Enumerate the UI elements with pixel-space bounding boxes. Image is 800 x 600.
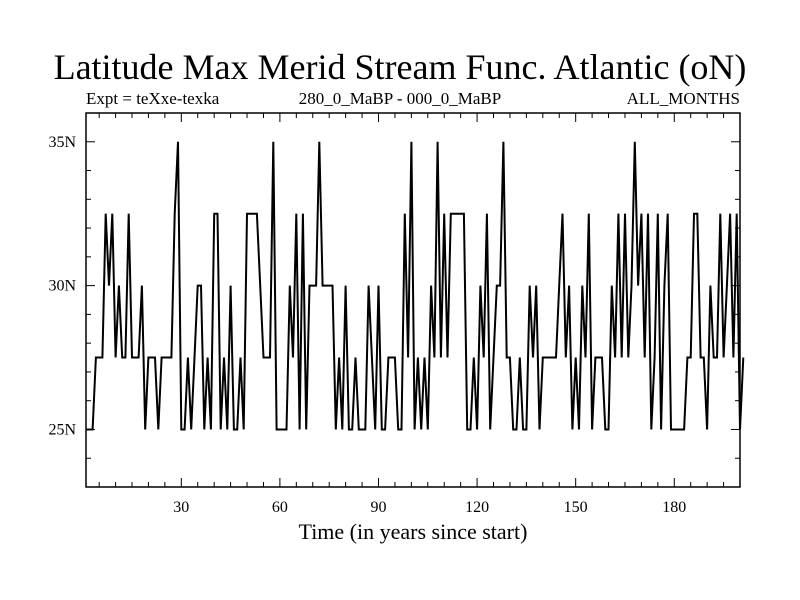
- experiment-label: Expt = teXxe-texka: [86, 89, 220, 108]
- months-label: ALL_MONTHS: [626, 89, 740, 108]
- period-label: 280_0_MaBP - 000_0_MaBP: [298, 89, 502, 108]
- x-tick-label: 90: [370, 499, 386, 516]
- x-axis-label: Time (in years since start): [299, 519, 528, 544]
- plot-frame: [85, 112, 741, 488]
- x-tick-label: 180: [662, 499, 686, 516]
- x-tick-label: 150: [564, 499, 588, 516]
- y-tick-label: 35N: [48, 134, 76, 151]
- chart-title: Latitude Max Merid Stream Func. Atlantic…: [53, 47, 747, 87]
- y-tick-label: 30N: [48, 278, 76, 295]
- x-tick-label: 30: [173, 499, 189, 516]
- x-tick-label: 60: [272, 499, 288, 516]
- axis-ticks: [86, 112, 741, 487]
- y-tick-label: 25N: [48, 421, 76, 438]
- tick-labels: 30 60 90 120 150 180 25N 30N 35N: [48, 134, 686, 516]
- series-line: [86, 141, 745, 431]
- x-tick-label: 120: [465, 499, 489, 516]
